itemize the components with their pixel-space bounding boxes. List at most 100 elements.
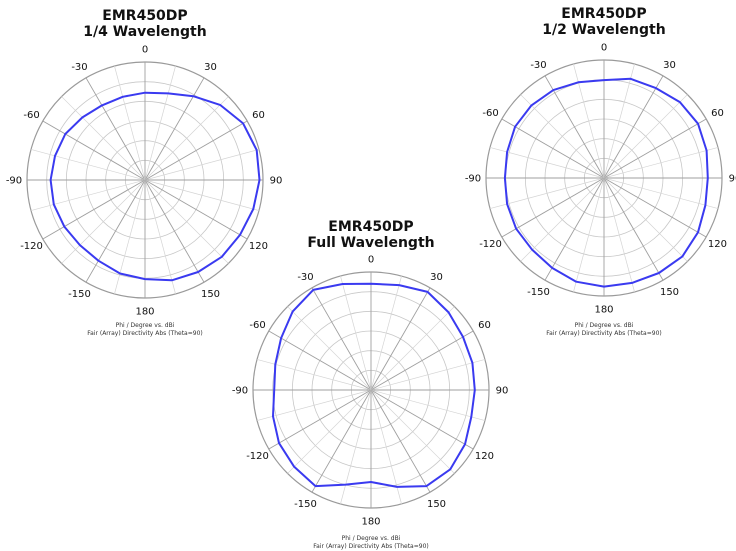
major-spoke: [144, 179, 248, 240]
minor-spoke: [144, 149, 260, 181]
major-spoke: [603, 75, 664, 179]
minor-spoke: [144, 179, 229, 264]
minor-spoke: [144, 96, 229, 181]
angle-label: -120: [20, 241, 43, 252]
minor-spoke: [489, 177, 605, 209]
angle-label: 0: [368, 255, 374, 266]
angle-label: 150: [660, 287, 679, 298]
chart-caption-line1: Phi / Degree vs. dBi: [574, 322, 634, 329]
chart-caption-line1: Phi / Degree vs. dBi: [115, 322, 175, 329]
angle-label: 60: [711, 108, 724, 119]
directivity-curve: [49, 91, 261, 282]
major-spoke: [311, 287, 372, 391]
angle-label: 90: [496, 386, 509, 397]
minor-spoke: [256, 389, 372, 421]
chart-title-line2: 1/4 Wavelength: [83, 24, 207, 40]
angle-label: -30: [71, 62, 87, 73]
angle-label: 180: [361, 517, 380, 528]
major-spoke: [603, 177, 707, 238]
minor-spoke: [520, 177, 605, 262]
angle-label: 180: [135, 307, 154, 318]
minor-spoke: [144, 65, 176, 181]
major-spoke: [501, 177, 605, 238]
chart-title-line1: EMR450DP: [102, 8, 188, 24]
angle-label: 120: [475, 451, 494, 462]
angle-label: 60: [252, 110, 265, 121]
minor-spoke: [573, 177, 605, 293]
major-spoke: [370, 389, 474, 450]
angle-label: -90: [6, 176, 22, 187]
angle-label: -90: [465, 174, 481, 185]
minor-spoke: [603, 177, 635, 293]
minor-spoke: [370, 389, 455, 474]
minor-spoke: [340, 275, 372, 391]
minor-spoke: [370, 359, 486, 391]
minor-spoke: [520, 94, 605, 179]
major-spoke: [144, 77, 205, 181]
minor-spoke: [287, 306, 372, 391]
angle-label: -90: [232, 386, 248, 397]
minor-spoke: [61, 179, 146, 264]
directivity-curve: [272, 282, 476, 488]
angle-label: 30: [663, 60, 676, 71]
major-spoke: [370, 389, 431, 493]
angle-label: -120: [246, 451, 269, 462]
major-spoke: [370, 287, 431, 391]
angle-label: 0: [601, 43, 607, 54]
angle-label: 30: [204, 62, 217, 73]
angle-label: 180: [594, 305, 613, 316]
angle-label: 60: [478, 320, 491, 331]
minor-spoke: [61, 96, 146, 181]
major-spoke: [85, 77, 146, 181]
angle-label: 150: [201, 289, 220, 300]
angle-label: -150: [527, 287, 550, 298]
angle-label: 120: [708, 239, 727, 250]
angle-label: -30: [530, 60, 546, 71]
minor-spoke: [603, 147, 719, 179]
angle-label: -120: [479, 239, 502, 250]
major-spoke: [85, 179, 146, 283]
minor-spoke: [603, 177, 719, 209]
chart-caption-line2: Fair (Array) Directivity Abs (Theta=90): [313, 543, 429, 550]
major-spoke: [42, 179, 146, 240]
chart-title-line2: 1/2 Wavelength: [542, 22, 666, 38]
angle-label: 90: [729, 174, 736, 185]
minor-spoke: [603, 177, 688, 262]
directivity-curve: [503, 77, 709, 288]
major-spoke: [268, 330, 372, 391]
angle-label: -150: [68, 289, 91, 300]
major-spoke: [144, 179, 205, 283]
angle-label: 0: [142, 45, 148, 56]
angle-label: -60: [249, 320, 265, 331]
minor-spoke: [144, 179, 260, 211]
minor-spoke: [370, 389, 486, 421]
minor-spoke: [114, 65, 146, 181]
major-spoke: [370, 330, 474, 391]
minor-spoke: [30, 179, 146, 211]
minor-spoke: [489, 147, 605, 179]
major-spoke: [544, 177, 605, 281]
major-spoke: [311, 389, 372, 493]
chart-title-line1: EMR450DP: [328, 219, 414, 235]
major-spoke: [501, 118, 605, 179]
minor-spoke: [30, 149, 146, 181]
angle-label: -150: [294, 499, 317, 510]
angle-label: 30: [430, 272, 443, 283]
major-spoke: [42, 120, 146, 181]
chart-caption-line2: Fair (Array) Directivity Abs (Theta=90): [546, 330, 662, 337]
chart-title-line1: EMR450DP: [561, 6, 647, 22]
angle-label: 90: [270, 176, 283, 187]
minor-spoke: [370, 306, 455, 391]
chart-caption-line1: Phi / Degree vs. dBi: [341, 535, 401, 542]
major-spoke: [603, 118, 707, 179]
angle-label: -60: [23, 110, 39, 121]
major-spoke: [144, 120, 248, 181]
chart-caption-line2: Fair (Array) Directivity Abs (Theta=90): [87, 330, 203, 337]
minor-spoke: [370, 389, 402, 505]
major-spoke: [603, 177, 664, 281]
angle-label: 150: [427, 499, 446, 510]
angle-label: -60: [482, 108, 498, 119]
